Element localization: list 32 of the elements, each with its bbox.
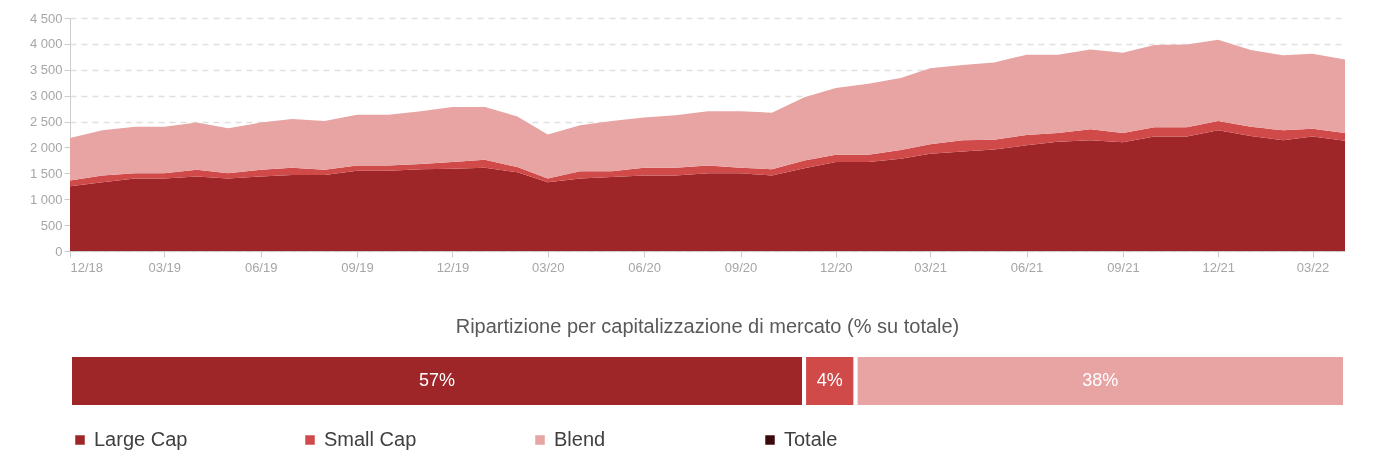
y-tick-label: 500 [40,217,63,233]
legend-label: Small Cap [324,428,417,450]
x-tick-label: 06/19 [244,259,278,275]
x-tick-label: 09/21 [1107,259,1140,275]
y-tick-label: 3 000 [29,88,63,104]
x-tick-label: 06/21 [1010,259,1044,275]
y-tick-label: 2 500 [29,114,63,130]
chart-title: Ripartizione per capitalizzazione di mercato (% su totale) [455,315,960,337]
data-label: 38% [1082,370,1119,390]
y-tick-label: 2 000 [29,139,63,155]
y-tick-label: 3 500 [29,62,63,78]
y-tick-label: 4 500 [29,10,63,26]
x-tick-label: 09/19 [341,259,374,275]
x-tick-label: 12/18 [70,259,104,275]
data-label: 4% [816,370,843,390]
x-tick-label: 03/21 [914,259,947,275]
legend-label: Totale [784,428,838,450]
y-tick-label: 1 000 [29,191,63,207]
x-tick-label: 03/19 [148,259,182,275]
x-tick-label: 09/20 [724,259,758,275]
x-tick-label: 03/22 [1296,259,1330,275]
legend-label: Blend [554,428,606,450]
x-tick-label: 06/20 [628,259,661,275]
y-tick-label: 4 000 [29,36,63,52]
x-tick-label: 12/19 [436,259,470,275]
x-tick-label: 12/20 [820,259,853,275]
data-label: 57% [419,370,456,390]
x-tick-label: 03/20 [531,259,565,275]
y-tick-label: 1 500 [29,165,63,181]
y-tick-label: 0 [55,243,63,259]
legend-label: Large Cap [94,428,188,450]
x-tick-label: 12/21 [1202,259,1236,275]
